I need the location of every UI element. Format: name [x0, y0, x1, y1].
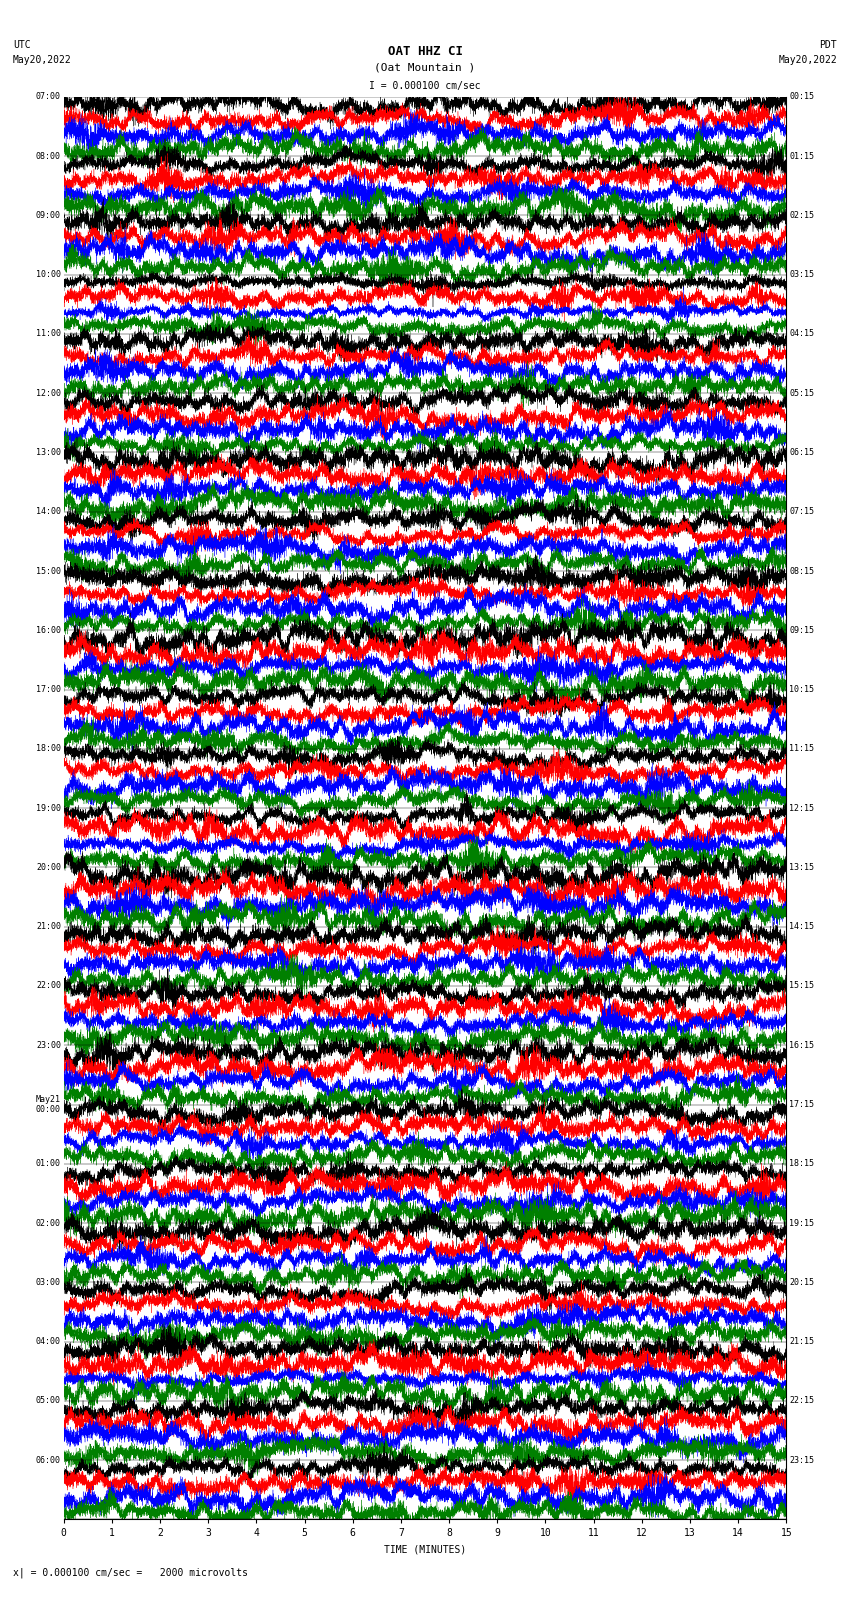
Text: May20,2022: May20,2022 — [13, 55, 71, 65]
X-axis label: TIME (MINUTES): TIME (MINUTES) — [384, 1544, 466, 1553]
Text: I = 0.000100 cm/sec: I = 0.000100 cm/sec — [369, 81, 481, 90]
Text: x| = 0.000100 cm/sec =   2000 microvolts: x| = 0.000100 cm/sec = 2000 microvolts — [13, 1566, 247, 1578]
Text: May20,2022: May20,2022 — [779, 55, 837, 65]
Text: PDT: PDT — [819, 40, 837, 50]
Text: UTC: UTC — [13, 40, 31, 50]
Text: OAT HHZ CI: OAT HHZ CI — [388, 45, 462, 58]
Text: (Oat Mountain ): (Oat Mountain ) — [374, 63, 476, 73]
